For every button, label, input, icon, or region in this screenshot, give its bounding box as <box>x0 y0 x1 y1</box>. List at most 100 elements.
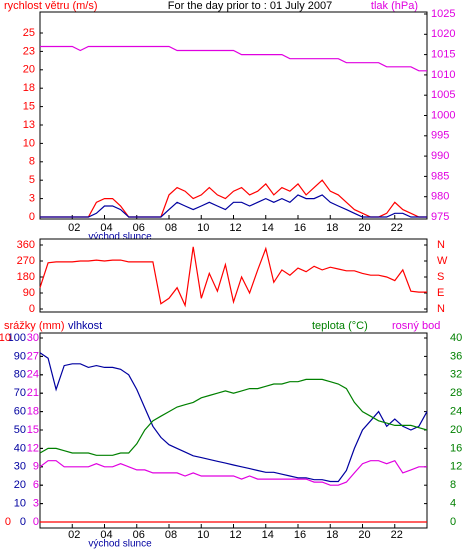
y-tick-label: 1010 <box>431 69 455 81</box>
y-tick-label: 360 <box>17 239 35 251</box>
y-tick-label: 90 <box>14 350 26 362</box>
y-tick-label: 32 <box>450 369 462 381</box>
y-tick-label: 3 <box>33 498 39 510</box>
y-tick-label: W <box>437 255 448 267</box>
y-tick-label: 0 <box>29 303 35 315</box>
x-tick-label: 20 <box>358 529 370 541</box>
x-tick-label: 12 <box>229 222 241 234</box>
y-tick-label: 9 <box>33 461 39 473</box>
series-line <box>40 179 427 218</box>
plot-frame <box>39 11 428 220</box>
y-tick-label: 1025 <box>431 8 455 20</box>
y-tick-label: 990 <box>431 150 449 162</box>
y-tick-label: N <box>437 303 445 315</box>
y-tick-label: 6 <box>33 479 39 491</box>
plot-frame <box>39 332 428 529</box>
y-tick-label: 27 <box>27 350 39 362</box>
y-tick-label: 50 <box>14 424 26 436</box>
x-tick-label: 04 <box>100 529 112 541</box>
y-tick-label: 90 <box>23 287 35 299</box>
series-line <box>39 378 428 456</box>
y-tick-label: 20 <box>450 424 462 436</box>
chart-title: For the day prior to : 01 July 2007 <box>168 0 332 12</box>
x-tick-label: 22 <box>391 529 403 541</box>
axis-label: tlak (hPa) <box>371 0 418 12</box>
x-tick-label: 10 <box>197 222 209 234</box>
y-tick-label: 0 <box>5 516 11 528</box>
y-tick-label: 1020 <box>431 28 455 40</box>
y-tick-label: 8 <box>29 156 35 168</box>
y-tick-label: E <box>437 287 444 299</box>
y-tick-label: 25 <box>23 27 35 39</box>
axis-label: rychlost větru (m/s) <box>4 0 98 12</box>
series-line <box>39 246 427 308</box>
y-tick-label: 180 <box>17 271 35 283</box>
y-tick-label: 270 <box>17 255 35 267</box>
x-tick-label: 02 <box>68 222 80 234</box>
y-tick-label: 36 <box>450 350 462 362</box>
x-tick-label: 22 <box>391 222 403 234</box>
y-tick-label: 5 <box>29 174 35 186</box>
y-tick-label: 13 <box>23 119 35 131</box>
y-tick-label: 10 <box>23 137 35 149</box>
series-line <box>39 352 428 483</box>
y-tick-label: 1000 <box>431 109 455 121</box>
y-tick-label: 10 <box>14 498 26 510</box>
legend-label: teplota (°C) <box>312 320 368 332</box>
y-tick-label: 21 <box>27 387 39 399</box>
legend-label: srážky (mm) <box>4 320 65 332</box>
y-tick-label: 8 <box>450 479 456 491</box>
y-tick-label: 0 <box>20 516 26 528</box>
x-tick-label: 18 <box>326 529 338 541</box>
y-tick-label: 60 <box>14 406 26 418</box>
y-tick-label: 15 <box>27 424 39 436</box>
x-tick-label: 06 <box>133 529 145 541</box>
y-tick-label: 24 <box>27 369 39 381</box>
legend-label: vlhkost <box>68 320 102 332</box>
x-tick-label: 12 <box>229 529 241 541</box>
y-tick-label: 16 <box>450 442 462 454</box>
y-tick-label: 10 <box>0 332 11 344</box>
series-line <box>40 194 427 218</box>
x-tick-label: 08 <box>165 222 177 234</box>
y-tick-label: 4 <box>450 498 456 510</box>
y-tick-label: 80 <box>14 369 26 381</box>
y-tick-label: 12 <box>27 442 39 454</box>
y-tick-label: 100 <box>8 332 26 344</box>
y-tick-label: 30 <box>27 332 39 344</box>
x-tick-label: 06 <box>133 222 145 234</box>
annotation: východ slunce <box>88 539 152 550</box>
y-tick-label: 0 <box>450 516 456 528</box>
x-tick-label: 20 <box>358 222 370 234</box>
y-tick-label: 3 <box>29 193 35 205</box>
x-tick-label: 16 <box>294 222 306 234</box>
y-tick-label: 24 <box>450 406 462 418</box>
x-tick-label: 14 <box>262 529 274 541</box>
y-tick-label: 30 <box>14 461 26 473</box>
x-tick-label: 16 <box>294 529 306 541</box>
x-tick-label: 10 <box>197 529 209 541</box>
y-tick-label: 15 <box>23 101 35 113</box>
y-tick-label: 70 <box>14 387 26 399</box>
series-line <box>39 459 427 486</box>
x-tick-label: 04 <box>100 222 112 234</box>
annotation: východ slunce <box>88 232 152 243</box>
y-tick-label: 985 <box>431 170 449 182</box>
y-tick-label: 0 <box>33 516 39 528</box>
y-tick-label: 995 <box>431 130 449 142</box>
y-tick-label: 20 <box>23 64 35 76</box>
series-line <box>40 45 427 72</box>
x-tick-label: 18 <box>326 222 338 234</box>
x-tick-label: 08 <box>165 529 177 541</box>
y-tick-label: 0 <box>29 211 35 223</box>
y-tick-label: S <box>437 271 444 283</box>
x-tick-label: 02 <box>68 529 80 541</box>
y-tick-label: 975 <box>431 211 449 223</box>
y-tick-label: 20 <box>14 479 26 491</box>
y-tick-label: 1005 <box>431 89 455 101</box>
y-tick-label: 1015 <box>431 49 455 61</box>
y-tick-label: 23 <box>23 45 35 57</box>
y-tick-label: 980 <box>431 191 449 203</box>
y-tick-label: 18 <box>27 406 39 418</box>
